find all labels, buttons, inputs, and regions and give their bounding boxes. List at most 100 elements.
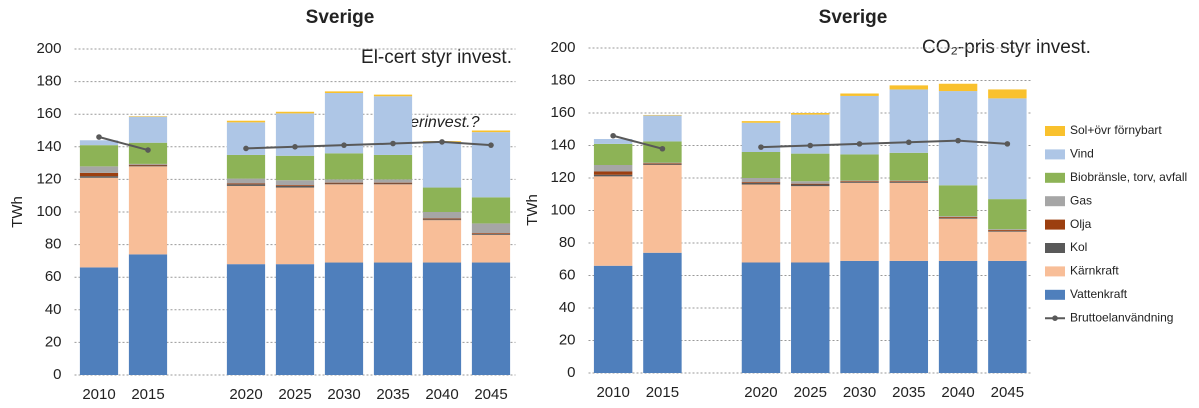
x-tick-label: 2015 (646, 384, 679, 401)
bar-segment (128, 116, 168, 143)
y-tick-label: 200 (36, 40, 61, 57)
line-marker (390, 140, 396, 147)
bar-segment (128, 164, 168, 166)
y-tick-label: 40 (45, 301, 62, 318)
line-marker (758, 144, 764, 150)
bar-segment (593, 176, 633, 266)
x-tick-label: 2035 (376, 386, 409, 403)
bar-segment (471, 234, 511, 235)
bar-segment (988, 260, 1027, 373)
bar-segment (275, 180, 315, 186)
bar-segment (275, 185, 315, 186)
legend-swatch (1045, 289, 1065, 300)
x-tick-label: 2025 (278, 386, 311, 403)
bar-segment (422, 219, 462, 221)
line-marker (243, 145, 249, 152)
y-tick-label: 160 (36, 105, 61, 122)
bar-segment (79, 145, 119, 167)
line-marker (341, 142, 347, 148)
legend-label: Sol+övr förnybart (1070, 123, 1162, 137)
bar-segment (840, 154, 879, 181)
bar-segment (988, 229, 1027, 230)
bar-segment (938, 217, 978, 218)
annotation: Återinvest.? (394, 112, 480, 131)
chart-title: Sverige (819, 7, 888, 28)
x-tick-label: 2035 (892, 384, 925, 401)
legend-label: Kol (1070, 240, 1087, 254)
bar-segment (938, 260, 978, 373)
bar-segment (889, 85, 929, 90)
y-tick-label: 0 (567, 364, 575, 381)
bar-segment (79, 140, 119, 146)
line-marker (145, 147, 151, 153)
bar-segment (275, 111, 315, 114)
y-tick-label: 160 (550, 104, 575, 121)
x-tick-label: 2040 (941, 384, 974, 401)
bar-segment (275, 187, 315, 265)
bar-segment (324, 183, 364, 185)
bar-segment (128, 163, 168, 165)
bar-segment (741, 182, 781, 185)
legend-label: Bruttoelanvändning (1070, 310, 1173, 324)
line-marker (659, 145, 666, 152)
bar-segment (593, 165, 633, 172)
bar-segment (226, 154, 266, 179)
y-tick-label: 40 (559, 299, 576, 316)
y-tick-label: 140 (550, 136, 575, 153)
bar-segment (422, 262, 462, 375)
y-tick-label: 60 (45, 268, 62, 285)
chart-title: Sverige (306, 7, 375, 28)
bar-segment (422, 141, 462, 188)
x-tick-label: 2025 (794, 384, 827, 401)
y-tick-label: 100 (550, 201, 575, 218)
bar-segment (741, 182, 781, 183)
bar-segment (791, 181, 830, 184)
bar-segment (643, 252, 682, 373)
y-tick-label: 120 (550, 169, 575, 186)
line-marker (292, 144, 298, 150)
legend-swatch (1045, 266, 1065, 277)
bar-segment (741, 121, 781, 123)
bar-segment (741, 184, 781, 263)
legend-label: Vind (1070, 147, 1094, 161)
bar-segment (889, 260, 929, 373)
y-tick-label: 180 (550, 71, 575, 88)
x-tick-label: 2030 (327, 386, 360, 403)
legend-swatch (1045, 126, 1065, 136)
bar-segment (373, 94, 413, 97)
bar-segment (128, 166, 168, 255)
bar-segment (128, 165, 168, 167)
bar-segment (791, 183, 830, 185)
legend-label: Gas (1070, 193, 1092, 207)
bar-segment (471, 130, 511, 133)
bar-segment (938, 216, 978, 217)
bar-segment (840, 181, 879, 183)
y-tick-label: 140 (36, 138, 61, 155)
line-marker (488, 142, 494, 148)
bar-segment (593, 265, 633, 373)
bar-segment (373, 179, 413, 183)
bar-segment (226, 178, 266, 184)
bar-segment (471, 197, 511, 224)
legend-swatch (1045, 172, 1065, 183)
x-tick-label: 2020 (744, 384, 777, 401)
bar-segment (226, 185, 266, 265)
bar-segment (79, 166, 119, 173)
bar-segment (643, 163, 682, 165)
y-tick-label: 20 (45, 333, 62, 350)
line-marker (439, 139, 445, 145)
bar-segment (226, 264, 266, 375)
bar-segment (889, 152, 929, 181)
bar-segment (840, 93, 879, 96)
bar-segment (422, 220, 462, 263)
legend-label: Olja (1070, 217, 1092, 231)
bar-segment (373, 184, 413, 263)
line (612, 134, 1008, 150)
bar-segment (593, 174, 633, 177)
bar-segment (79, 176, 119, 178)
y-tick-label: 180 (36, 73, 61, 90)
bar-segment (324, 179, 364, 183)
bar-segment (593, 143, 633, 165)
bar-segment (840, 180, 879, 182)
bar-segment (889, 180, 929, 182)
